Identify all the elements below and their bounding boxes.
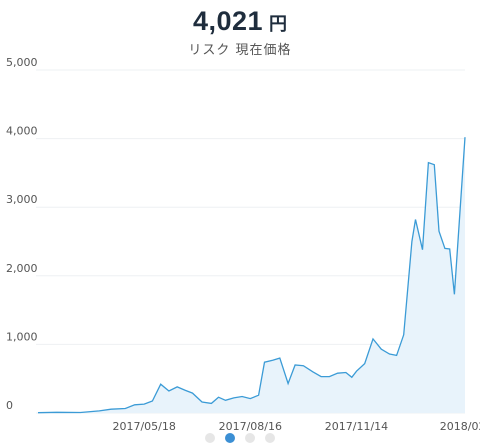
y-tick-label: 3,000	[6, 193, 38, 206]
x-tick-label: 2017/05/18	[112, 420, 175, 433]
price-line	[37, 137, 466, 414]
page-subtitle: リスク 現在価格	[188, 43, 292, 58]
x-tick-label: 2017/11/14	[325, 420, 388, 433]
currency-unit: 円	[269, 14, 288, 35]
page-dot[interactable]	[205, 433, 215, 443]
header: 4,021 円 リスク 現在価格	[0, 6, 480, 58]
y-axis: 0 1,000 2,000 3,000 4,000 5,000	[6, 56, 38, 412]
current-price: 4,021	[192, 6, 264, 36]
y-tick-label: 5,000	[6, 56, 38, 69]
x-axis: 2017/05/18 2017/08/16 2017/11/14 2018/02	[112, 420, 480, 433]
page-indicator	[0, 433, 480, 443]
y-tick-label: 0	[6, 399, 13, 412]
price-row: 4,021 円	[0, 6, 480, 37]
y-tick-label: 2,000	[6, 262, 38, 275]
page-dot[interactable]	[265, 433, 275, 443]
y-tick-label: 4,000	[6, 125, 38, 138]
page-dot[interactable]	[225, 433, 235, 443]
price-area-fill	[38, 137, 465, 413]
page-dot[interactable]	[245, 433, 255, 443]
x-tick-label: 2018/02	[440, 420, 480, 433]
x-tick-label: 2017/08/16	[219, 420, 282, 433]
y-tick-label: 1,000	[6, 330, 38, 343]
